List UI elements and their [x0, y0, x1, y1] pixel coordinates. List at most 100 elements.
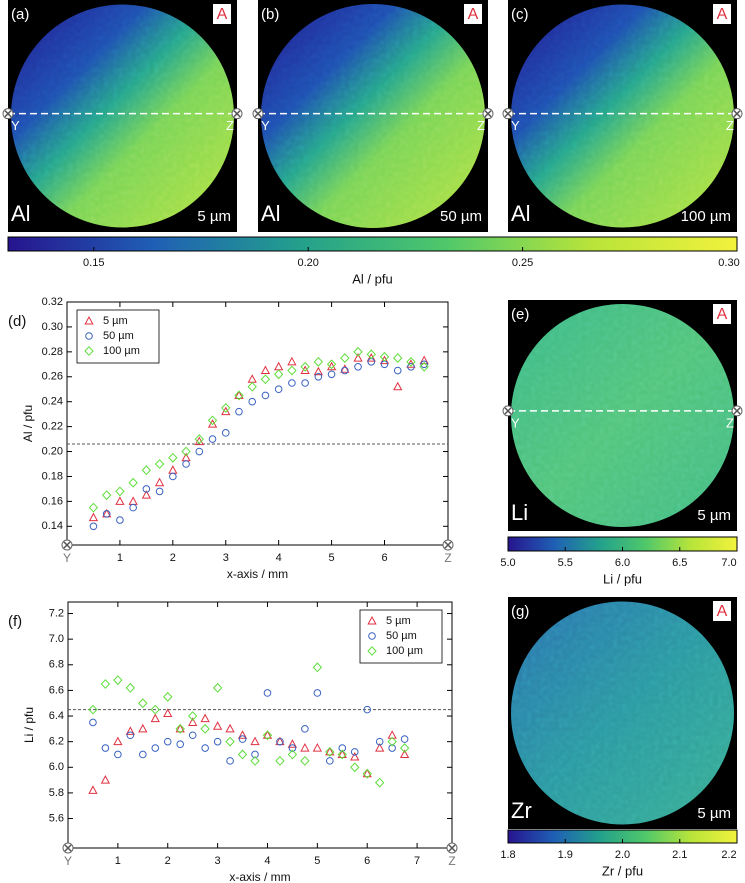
- point: [212, 682, 223, 693]
- point: [314, 372, 323, 381]
- point: [419, 361, 429, 372]
- point: [262, 730, 273, 741]
- point: [128, 477, 138, 488]
- point: [234, 390, 244, 399]
- endpoint-label: Y: [11, 118, 20, 133]
- point: [207, 415, 218, 426]
- point: [393, 381, 403, 391]
- point: [129, 503, 137, 512]
- point: [212, 721, 223, 730]
- y-tick-label: 0.16: [42, 495, 63, 507]
- point: [354, 363, 362, 371]
- point: [89, 718, 97, 727]
- legend-label: 100 µm: [386, 645, 423, 657]
- colorbar-label: Li / pfu: [603, 571, 642, 586]
- point: [115, 496, 125, 505]
- point: [138, 698, 148, 709]
- y-tick-label: 0.28: [42, 346, 63, 358]
- point: [300, 743, 310, 752]
- point: [362, 768, 372, 779]
- point: [388, 744, 396, 752]
- endpoint-marker: [504, 407, 512, 415]
- panel-label: (b): [261, 6, 279, 23]
- point: [169, 472, 177, 481]
- scale-label: 100 µm: [681, 208, 731, 225]
- y-tick-label: 0.26: [42, 371, 63, 383]
- sample-label: A: [717, 603, 728, 620]
- point: [101, 744, 110, 752]
- x-tick-label: 5: [314, 855, 320, 867]
- endpoint-marker: [484, 110, 492, 118]
- point: [125, 682, 136, 693]
- point: [326, 359, 337, 370]
- point: [325, 746, 335, 756]
- x-tick-label: 3: [223, 552, 229, 564]
- point: [247, 381, 257, 392]
- point: [288, 744, 297, 752]
- point: [200, 713, 210, 723]
- endpoint-marker: [448, 844, 456, 852]
- point: [263, 689, 272, 697]
- point: [213, 737, 222, 746]
- point: [353, 346, 363, 357]
- point: [276, 737, 284, 746]
- y-tick-label: 0.18: [42, 470, 63, 482]
- element-label: Al: [261, 201, 281, 226]
- endpoint-marker: [733, 110, 741, 118]
- point: [188, 717, 198, 726]
- point: [113, 675, 123, 686]
- endpoint-label: Y: [261, 118, 270, 133]
- point: [168, 452, 178, 463]
- element-label: Li: [511, 500, 528, 525]
- point: [406, 356, 416, 367]
- point: [387, 730, 397, 739]
- point: [88, 704, 98, 715]
- point: [313, 366, 323, 376]
- tick-label: 2.1: [672, 849, 687, 861]
- point: [176, 740, 185, 749]
- point: [399, 743, 410, 753]
- legend-marker: [84, 315, 94, 325]
- point: [141, 465, 152, 476]
- point: [226, 757, 234, 765]
- point: [340, 353, 350, 364]
- point: [327, 370, 336, 379]
- tick-label: 2.2: [721, 849, 736, 861]
- point: [419, 355, 429, 365]
- legend-label: 50 µm: [386, 630, 417, 642]
- point: [363, 705, 372, 714]
- point: [301, 725, 309, 733]
- panel-label: (f): [8, 613, 22, 630]
- point: [113, 736, 123, 746]
- point: [262, 730, 273, 739]
- colorbar-label: Al / pfu: [352, 271, 392, 286]
- point: [375, 737, 384, 746]
- element-label: Al: [11, 201, 31, 226]
- point: [337, 749, 347, 760]
- legend-label: 100 µm: [103, 345, 140, 357]
- point: [221, 406, 231, 416]
- tick-label: 2.0: [615, 849, 630, 861]
- endpoint-label: Z: [726, 415, 734, 430]
- x-tick-label: 3: [215, 855, 221, 867]
- point: [288, 379, 296, 387]
- endpoint-marker: [733, 407, 741, 415]
- endpoint-label: Y: [511, 415, 520, 430]
- point: [237, 730, 248, 739]
- point: [287, 739, 298, 748]
- sample-box: [713, 4, 731, 24]
- point: [102, 510, 111, 518]
- point: [234, 390, 244, 401]
- point: [115, 486, 125, 497]
- point: [350, 748, 359, 756]
- point: [208, 435, 217, 443]
- endpoint-marker: [444, 541, 452, 549]
- sample-label: A: [717, 6, 728, 23]
- point: [207, 419, 218, 428]
- map-texture: [511, 601, 734, 825]
- sample-box: [213, 4, 231, 24]
- point: [393, 366, 402, 375]
- sample-box: [713, 304, 731, 324]
- map-texture: [511, 4, 734, 228]
